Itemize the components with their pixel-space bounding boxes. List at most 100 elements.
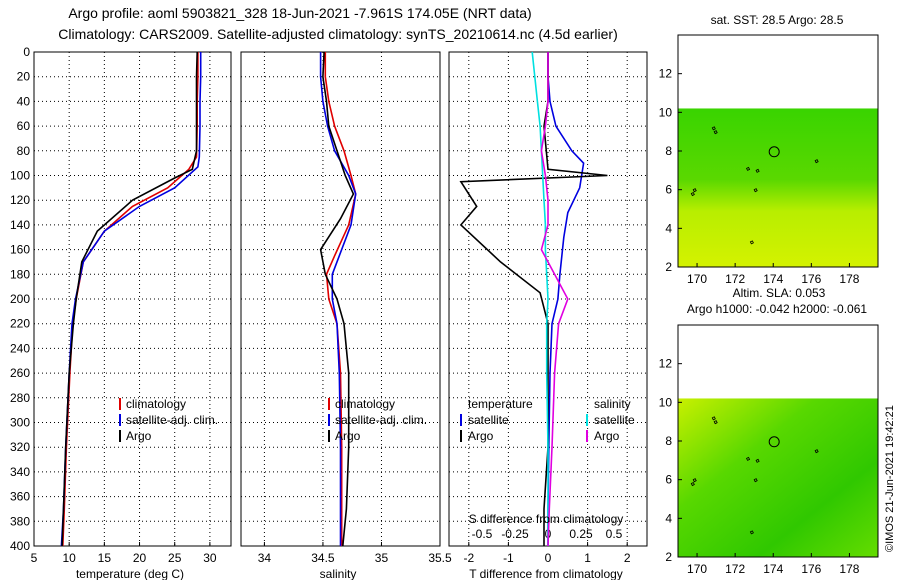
island-outline [746,456,751,461]
island-outline [755,168,760,173]
legend-satellite-adj: satellite-adj. clim. [126,413,218,427]
island-outline [749,530,754,535]
x-tick-label: 5 [31,551,38,565]
map-y-tick-label: 8 [665,434,672,448]
legend-satellite-adj-sal: satellite-adj. clim. [335,413,427,427]
depth-tick-label: 380 [10,514,30,528]
map-y-tick-label: 10 [659,105,673,119]
series-Argo [319,51,355,547]
temperature-xlabel: temperature (deg C) [76,567,184,580]
depth-tick-label: 320 [10,440,30,454]
island-outline [755,458,760,463]
title-line-1: Argo profile: aoml 5903821_328 18-Jun-20… [68,5,531,21]
map-x-tick-label: 172 [725,272,745,286]
island-outline [713,420,718,425]
island-outline [711,416,716,421]
title-line-2: Climatology: CARS2009. Satellite-adjuste… [58,26,618,42]
credit-text: ©IMOS 21-Jun-2021 19:42:21 [884,405,896,552]
depth-tick-label: 100 [10,169,30,183]
s-diff-tick-label: -0.5 [472,527,493,541]
map-y-tick-label: 2 [665,260,672,274]
map-x-tick-label: 174 [763,562,783,576]
legend-s-satellite: satellite [594,413,635,427]
legend-title-temperature: temperature [468,397,533,411]
legend-climatology: climatology [126,397,186,411]
x-tick-label: 20 [133,551,147,565]
s-diff-tick-label: 0.5 [606,527,623,541]
difference-xlabel: T difference from climatology [469,567,623,580]
series-salinity-Argo [540,52,569,547]
map-y-tick-label: 8 [665,144,672,158]
island-outline [814,449,819,454]
x-tick-label: 34 [258,551,272,565]
x-tick-label: 30 [203,551,217,565]
legend-climatology-sal: climatology [335,397,395,411]
island-outline [753,478,758,483]
map-y-tick-label: 10 [659,395,673,409]
island-outline [746,166,751,171]
sst-map-panel: sat. SST: 28.5 Argo: 28.5 170 172 174 176 17… [659,13,879,286]
island-outline [690,481,695,487]
map-y-tick-label: 6 [665,473,672,487]
temperature-panel: 0 20 40 60 80 100 120 140 160 180 200 220 240 260 280 3… [10,45,232,580]
depth-tick-label: 80 [17,144,31,158]
sst-heatmap-field [678,108,878,267]
x-tick-label: 1 [584,551,591,565]
map-y-tick-label: 12 [659,357,673,371]
x-tick-label: 25 [168,551,182,565]
island-outline [749,240,754,245]
map-x-tick-label: 178 [839,272,859,286]
map-x-tick-label: 176 [801,272,821,286]
depth-tick-label: 180 [10,267,30,281]
legend-t-satellite: satellite [468,413,509,427]
depth-tick-label: 200 [10,292,30,306]
depth-tick-label: 260 [10,366,30,380]
salinity-xlabel: salinity [320,567,357,580]
legend-title-salinity: salinity [594,397,631,411]
x-tick-label: 10 [62,551,76,565]
island-outline [713,130,718,135]
x-tick-label: 2 [624,551,631,565]
series-satellite-adj.-clim. [319,52,357,546]
depth-tick-label: 280 [10,391,30,405]
sla-heatmap-field [678,398,878,557]
depth-tick-label: 340 [10,465,30,479]
sst-map-title: sat. SST: 28.5 Argo: 28.5 [711,13,844,27]
map-x-tick-label: 172 [725,562,745,576]
legend-argo-sal: Argo [335,429,361,443]
sst-coastline [690,126,819,245]
island-outline [753,188,758,193]
difference-panel: -2 -1 0 1 2-0.5 -0.25 0 0.25 0.5 T difference fr… [448,51,648,580]
depth-tick-label: 20 [17,70,31,84]
temperature-legend: climatology satellite-adj. clim. Argo [119,397,218,443]
sla-coastline [690,416,819,535]
difference-x2label: S difference from climatology [469,512,624,526]
depth-tick-label: 40 [17,94,31,108]
depth-tick-label: 0 [23,45,30,59]
series-temperature-satellite [547,52,585,546]
sla-map-panel: Altim. SLA: 0.053 Argo h1000: -0.042 h20… [659,286,879,576]
island-outline [692,188,697,193]
island-outline [690,191,695,197]
map-y-tick-label: 4 [665,511,672,525]
sla-argo-marker [768,436,780,448]
legend-s-argo: Argo [594,429,620,443]
s-diff-tick-label: -0.25 [501,527,529,541]
sst-argo-marker [768,146,780,158]
map-x-tick-label: 176 [801,562,821,576]
sla-map-subtitle: Argo h1000: -0.042 h2000: -0.061 [687,302,867,316]
map-x-tick-label: 178 [839,562,859,576]
depth-tick-label: 160 [10,243,30,257]
x-tick-label: 15 [98,551,112,565]
map-y-tick-label: 12 [659,67,673,81]
x-tick-label: -1 [503,551,514,565]
map-y-tick-label: 2 [665,550,672,564]
salinity-panel: 34 34.5 35 35.5 salinity climatology satell… [240,51,452,580]
map-y-tick-label: 6 [665,183,672,197]
depth-tick-label: 300 [10,416,30,430]
difference-legend: temperature satellite Argo salinity sate… [460,397,635,443]
x-tick-label: 35 [375,551,389,565]
depth-tick-label: 140 [10,218,30,232]
series-Argo [61,51,198,547]
